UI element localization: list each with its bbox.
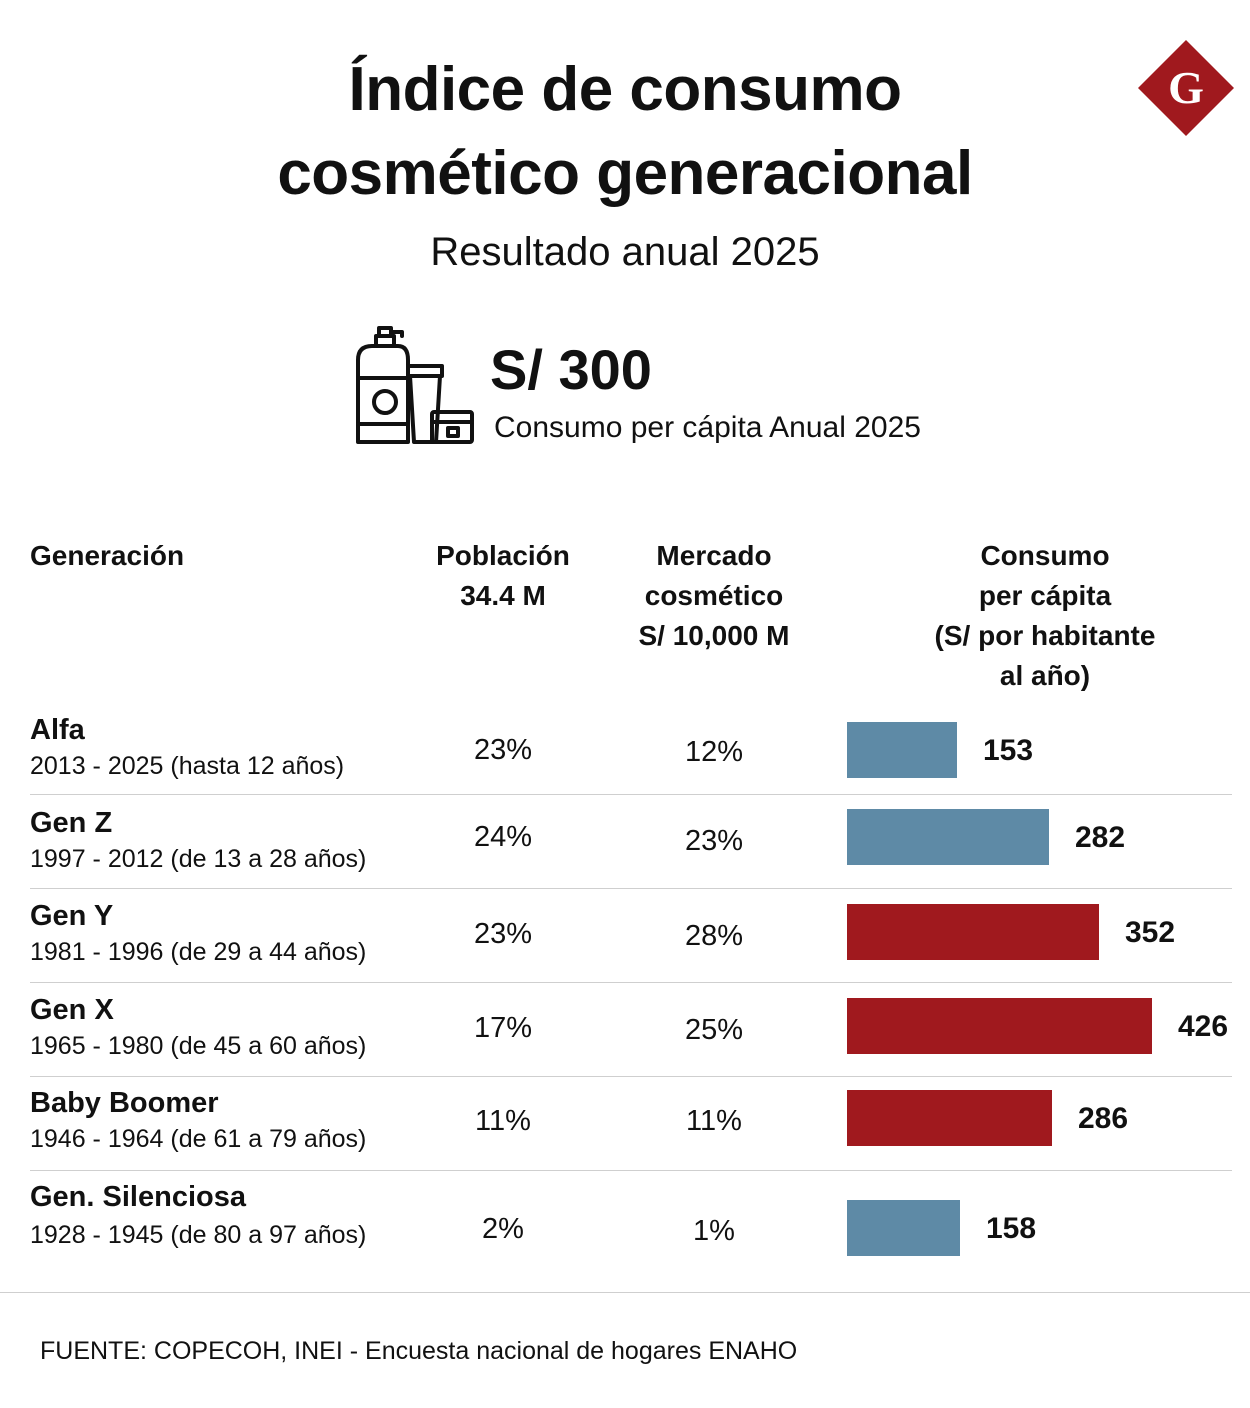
poblacion-value: 23% bbox=[473, 918, 533, 950]
poblacion-value: 2% bbox=[482, 1213, 524, 1245]
bar-gen-silenciosa bbox=[847, 1200, 960, 1256]
row-divider bbox=[30, 982, 1232, 983]
row-divider bbox=[30, 794, 1232, 795]
generation-name: Baby Boomer bbox=[30, 1087, 219, 1119]
generation-years: 1965 - 1980 (de 45 a 60 años) bbox=[30, 1032, 367, 1060]
bar-value-label: 282 bbox=[1075, 821, 1125, 854]
row-divider bbox=[30, 1170, 1232, 1171]
bar-gen-x bbox=[847, 998, 1152, 1054]
mercado-value: 23% bbox=[684, 825, 744, 857]
header-consumo-line: (S/ por habitante bbox=[934, 620, 1156, 651]
header-consumo-line: per cápita bbox=[978, 580, 1112, 611]
header-mercado: Mercado cosmético S/ 10,000 M bbox=[600, 536, 828, 656]
row-divider bbox=[30, 888, 1232, 889]
bar-value-label: 426 bbox=[1178, 1010, 1228, 1043]
generation-years: 1997 - 2012 (de 13 a 28 años) bbox=[30, 845, 367, 873]
mercado-value: 1% bbox=[693, 1215, 735, 1247]
header-mercado-line: S/ 10,000 M bbox=[638, 620, 790, 651]
header-generacion: Generación bbox=[30, 540, 185, 571]
bar-alfa bbox=[847, 722, 957, 778]
bar-gen-z bbox=[847, 809, 1049, 865]
header-consumo-line: Consumo bbox=[980, 540, 1110, 571]
generation-name: Gen Y bbox=[30, 900, 114, 932]
bar-value-label: 158 bbox=[986, 1212, 1036, 1245]
page-title: Índice de consumo cosmético generacional bbox=[0, 48, 1250, 216]
generation-years: 1928 - 1945 (de 80 a 97 años) bbox=[30, 1221, 367, 1249]
header-poblacion: Población 34.4 M bbox=[400, 536, 606, 616]
bar-value-label: 352 bbox=[1125, 916, 1175, 949]
mercado-value: 11% bbox=[686, 1105, 742, 1137]
poblacion-value: 11% bbox=[475, 1105, 531, 1137]
generation-name: Gen Z bbox=[30, 807, 113, 839]
header-mercado-line: Mercado bbox=[656, 540, 772, 571]
consumo-bar-chart: 153 282 352 426 286 158 bbox=[847, 722, 1228, 1256]
header-poblacion-line: Población bbox=[436, 540, 570, 571]
title-line-1: Índice de consumo bbox=[348, 55, 902, 124]
generation-name: Gen X bbox=[30, 994, 114, 1026]
header-poblacion-line: 34.4 M bbox=[460, 580, 546, 611]
kpi-value: S/ 300 bbox=[490, 338, 652, 401]
mercado-value: 28% bbox=[684, 920, 744, 952]
bar-baby-boomer bbox=[847, 1090, 1052, 1146]
title-line-2: cosmético generacional bbox=[277, 139, 973, 208]
source-note: FUENTE: COPECOH, INEI - Encuesta naciona… bbox=[40, 1337, 798, 1365]
brand-logo: G bbox=[1138, 40, 1234, 136]
bar-value-label: 153 bbox=[983, 734, 1033, 767]
poblacion-value: 23% bbox=[473, 734, 533, 766]
footer-divider bbox=[0, 1292, 1250, 1293]
mercado-value: 12% bbox=[684, 736, 744, 768]
header-mercado-line: cosmético bbox=[644, 580, 784, 611]
generation-name: Gen. Silenciosa bbox=[30, 1181, 246, 1213]
generation-years: 1946 - 1964 (de 61 a 79 años) bbox=[30, 1125, 367, 1153]
cosmetics-bottles-icon bbox=[356, 326, 474, 444]
kpi-label: Consumo per cápita Anual 2025 bbox=[494, 411, 921, 444]
header-consumo: Consumo per cápita (S/ por habitante al … bbox=[880, 536, 1210, 696]
bar-value-label: 286 bbox=[1078, 1102, 1128, 1135]
header-consumo-line: al año) bbox=[999, 660, 1091, 691]
generation-name: Alfa bbox=[30, 714, 85, 746]
generation-years: 1981 - 1996 (de 29 a 44 años) bbox=[30, 938, 367, 966]
poblacion-value: 17% bbox=[473, 1012, 533, 1044]
logo-letter: G bbox=[1168, 62, 1204, 113]
row-divider bbox=[30, 1076, 1232, 1077]
generation-years: 2013 - 2025 (hasta 12 años) bbox=[30, 752, 345, 780]
mercado-value: 25% bbox=[684, 1014, 744, 1046]
bar-gen-y bbox=[847, 904, 1099, 960]
poblacion-value: 24% bbox=[473, 821, 533, 853]
page-subtitle: Resultado anual 2025 bbox=[430, 230, 820, 274]
